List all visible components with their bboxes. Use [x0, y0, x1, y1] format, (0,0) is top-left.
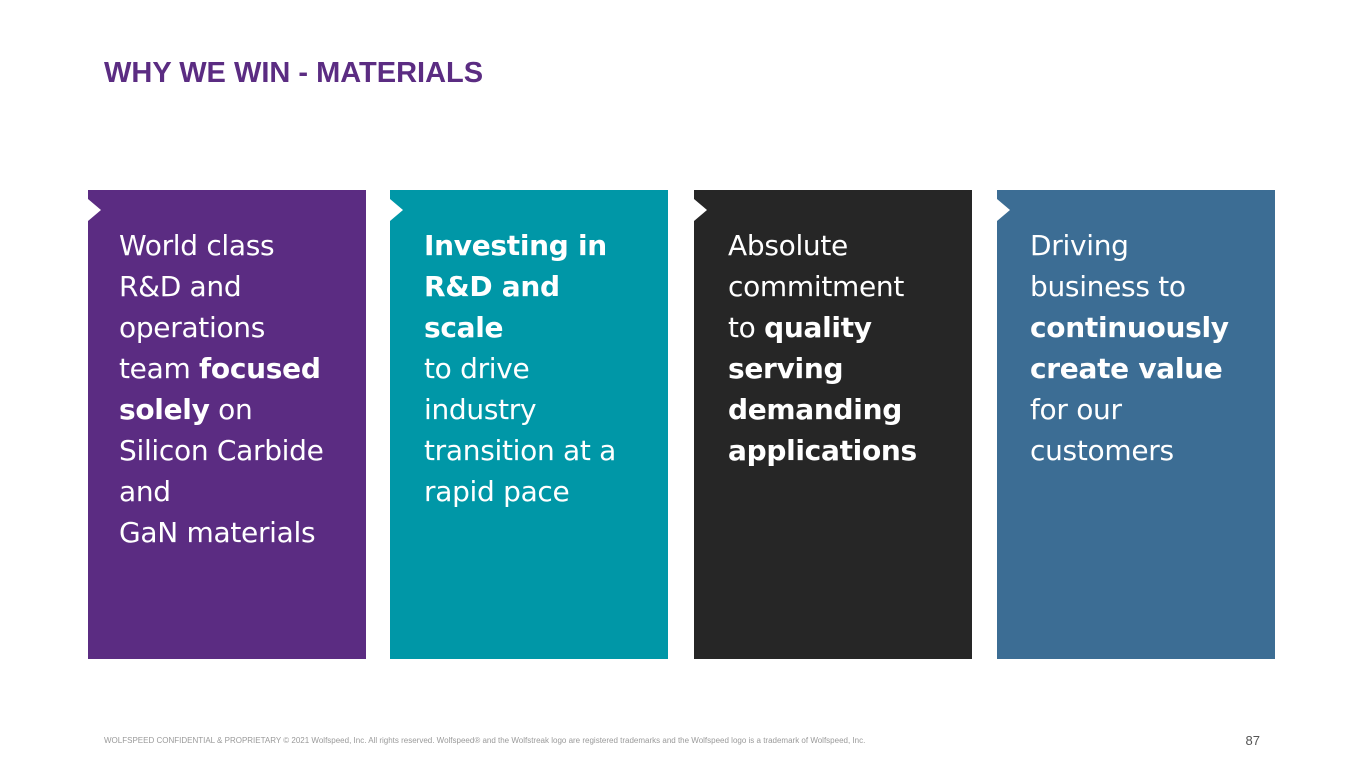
slide-title: WHY WE WIN - MATERIALS	[104, 57, 484, 89]
page-number: 87	[1245, 733, 1260, 748]
materials-card-customer-value: Driving business to continuously create val…	[997, 190, 1275, 659]
card-text-run: Driving	[1030, 229, 1129, 262]
card-text-emphasis: R&D and scale	[424, 270, 560, 344]
card-text-run: GaN materials	[119, 516, 316, 549]
card-text-run: R&D and	[119, 270, 242, 303]
card-text-run: and	[119, 475, 171, 508]
card-text: Investing in R&D and scale to drive industr…	[424, 225, 644, 512]
card-text: Absolute commitment to quality serving deman…	[728, 225, 948, 471]
card-notch-marker	[88, 199, 101, 221]
card-text-emphasis: applications	[728, 434, 917, 467]
card-text-run: World class	[119, 229, 275, 262]
materials-card-investing: Investing in R&D and scale to drive industr…	[390, 190, 668, 659]
card-text-run: customers	[1030, 434, 1174, 467]
card-text-emphasis: Investing in	[424, 229, 607, 262]
card-text-run: business to	[1030, 270, 1186, 303]
materials-card-quality: Absolute commitment to quality serving deman…	[694, 190, 972, 659]
card-notch-marker	[390, 199, 403, 221]
card-text: World class R&D and operations team focused…	[119, 225, 342, 553]
card-text-emphasis: continuously	[1030, 311, 1229, 344]
card-notch-marker	[997, 199, 1010, 221]
card-text-emphasis: quality	[764, 311, 872, 344]
card-text-emphasis: serving	[728, 352, 844, 385]
card-text-run: Absolute	[728, 229, 848, 262]
card-text-run: team	[119, 352, 200, 385]
card-text-run: on	[209, 393, 253, 426]
card-text-run: to	[728, 311, 765, 344]
card-text-run: Silicon Carbide	[119, 434, 324, 467]
card-text-run: rapid pace	[424, 475, 570, 508]
card-text-run: transition at a	[424, 434, 616, 467]
card-text-run: to drive	[424, 352, 530, 385]
card-notch-marker	[694, 199, 707, 221]
card-text-emphasis: create value	[1030, 352, 1223, 385]
card-text: Driving business to continuously create val…	[1030, 225, 1251, 471]
footer-legal-notice: WOLFSPEED CONFIDENTIAL & PROPRIETARY © 2…	[104, 736, 866, 745]
card-text-emphasis: demanding	[728, 393, 902, 426]
card-text-run: operations	[119, 311, 266, 344]
card-text-emphasis: solely	[119, 393, 210, 426]
card-text-emphasis: focused	[199, 352, 321, 385]
card-text-run: industry	[424, 393, 537, 426]
materials-card-rnd-team: World class R&D and operations team focused…	[88, 190, 366, 659]
card-text-run: commitment	[728, 270, 905, 303]
card-text-run: for our	[1030, 393, 1122, 426]
